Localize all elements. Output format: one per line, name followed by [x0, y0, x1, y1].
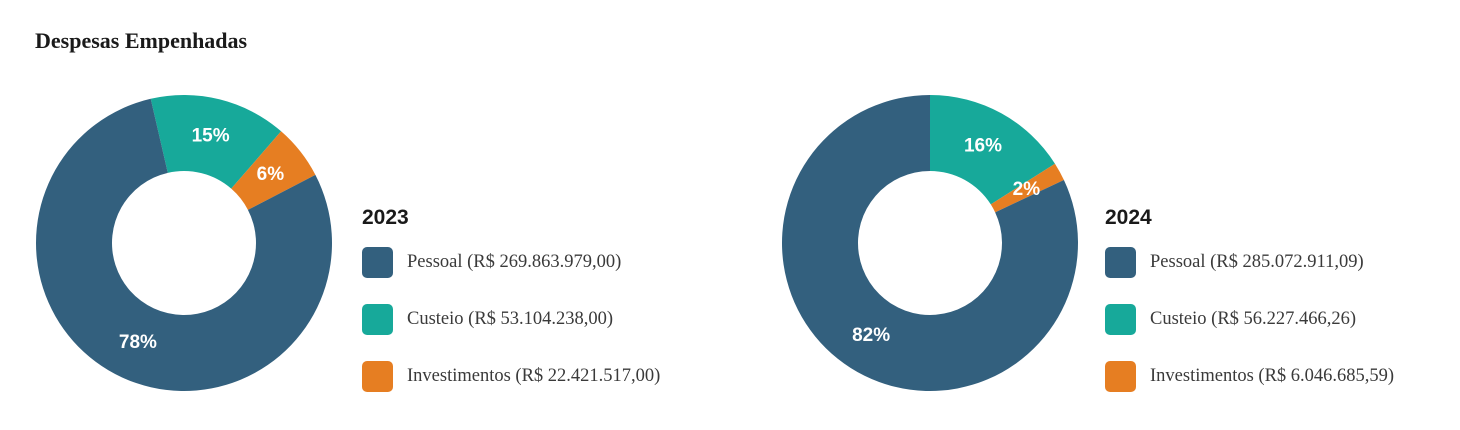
- svg-text:78%: 78%: [119, 332, 157, 353]
- svg-text:16%: 16%: [964, 136, 1002, 157]
- svg-text:82%: 82%: [852, 325, 890, 346]
- svg-text:2%: 2%: [1013, 179, 1041, 200]
- svg-text:6%: 6%: [257, 164, 285, 185]
- svg-text:15%: 15%: [192, 125, 230, 146]
